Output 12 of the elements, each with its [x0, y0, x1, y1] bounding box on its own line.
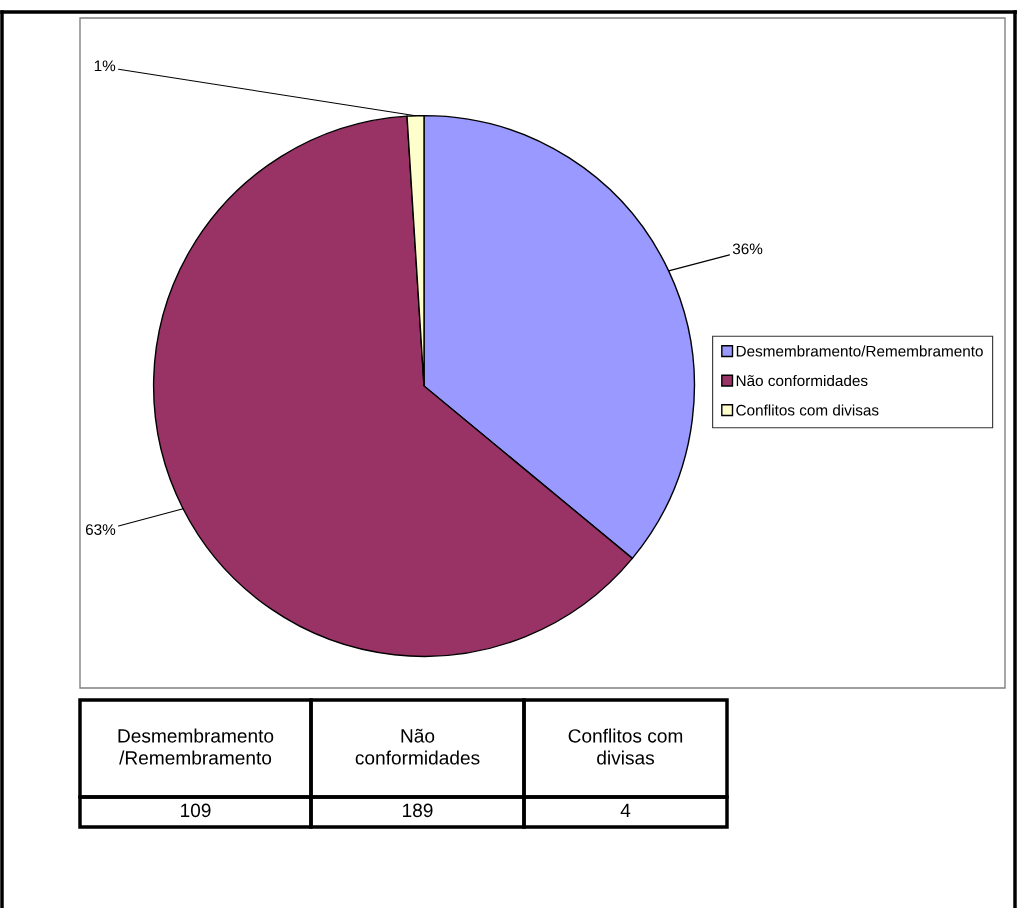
- legend-label: Conflitos com divisas: [736, 404, 879, 416]
- text: 4: [620, 803, 631, 817]
- slice-label: Não conformidades: [355, 728, 480, 765]
- text: 109: [181, 803, 211, 818]
- legend-label: Desmembramento/Remembramento: [736, 345, 983, 357]
- legend-label: Não conformidades: [736, 374, 868, 387]
- data-label: 36%: [732, 243, 763, 255]
- category-label: Conflitos com divisas: [568, 728, 683, 765]
- category-label: Desmembramento/Remembramento: [118, 728, 274, 765]
- data-label: 63%: [85, 524, 116, 535]
- text: 189: [403, 803, 433, 818]
- data-label: 1%: [94, 60, 116, 72]
